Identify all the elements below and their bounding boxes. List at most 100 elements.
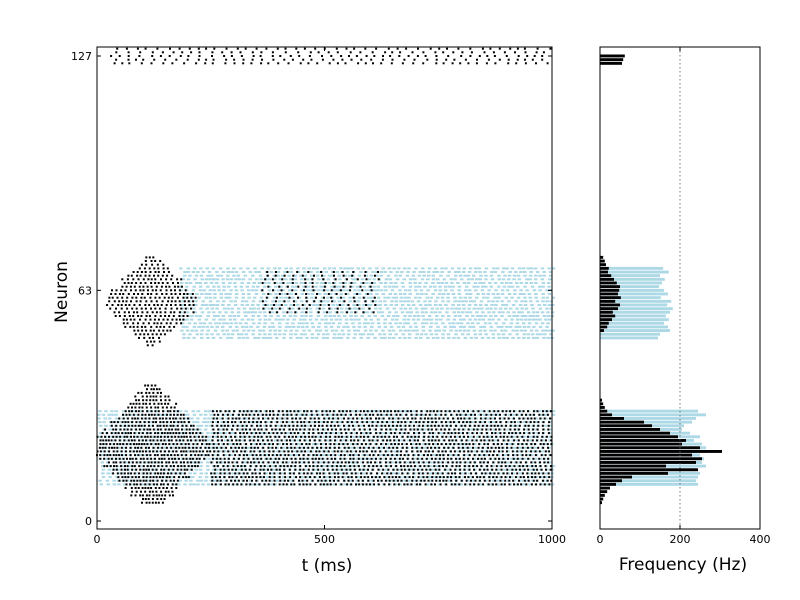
spike-mark-dark <box>164 58 167 61</box>
spike-mark-dark <box>550 479 553 482</box>
spike-mark-dark <box>403 461 406 464</box>
spike-mark-dark <box>324 282 327 284</box>
spike-mark-dark <box>230 479 233 482</box>
spike-mark-dark <box>150 62 153 65</box>
spike-mark-dark <box>396 479 399 482</box>
spike-mark-dark <box>136 325 139 328</box>
spike-mark-dark <box>464 472 467 475</box>
spike-mark-dark <box>113 443 116 446</box>
spike-mark-dark <box>156 322 159 325</box>
spike-mark-dark <box>139 274 142 277</box>
spike-mark-dark <box>444 468 447 471</box>
spike-mark-dark <box>438 468 441 471</box>
spike-mark-dark <box>188 446 191 449</box>
spike-mark-dark <box>249 483 252 486</box>
spike-mark-dark <box>135 428 138 431</box>
spike-mark-dark <box>357 457 360 460</box>
spike-mark-dark <box>179 318 181 321</box>
spike-mark-dark <box>181 428 183 431</box>
spike-mark-dark <box>369 483 371 486</box>
spike-mark-dark <box>521 472 524 475</box>
spike-mark-dark <box>112 468 115 471</box>
spike-mark-dark <box>138 439 141 442</box>
spike-mark-dark <box>127 51 130 54</box>
spike-mark-dark <box>115 435 118 438</box>
spike-mark-dark <box>104 446 107 449</box>
spike-mark-dark <box>141 494 144 497</box>
spike-mark-dark <box>390 472 393 475</box>
spike-mark-dark <box>507 62 510 65</box>
spike-mark-dark <box>170 293 173 295</box>
spike-mark-dark <box>124 421 127 424</box>
spike-mark-dark <box>143 428 146 431</box>
spike-mark-dark <box>464 58 467 61</box>
spike-mark-dark <box>289 55 292 57</box>
spike-mark-dark <box>407 55 410 57</box>
spike-mark-dark <box>156 435 159 438</box>
spike-mark-dark <box>314 47 317 50</box>
spike-mark-dark <box>166 413 168 416</box>
spike-mark-dark <box>116 443 119 446</box>
spike-mark-dark <box>244 476 247 479</box>
spike-mark-dark <box>426 58 429 61</box>
spike-mark-dark <box>183 465 186 468</box>
spike-mark-dark <box>133 483 136 486</box>
spike-mark-dark <box>161 282 164 284</box>
spike-mark-dark <box>317 51 320 54</box>
spike-mark-dark <box>369 285 372 288</box>
spike-mark-dark <box>371 476 373 479</box>
spike-mark-dark <box>219 483 222 486</box>
spike-mark-dark <box>252 55 255 57</box>
spike-mark-dark <box>493 55 496 57</box>
spike-mark-dark <box>387 47 390 50</box>
spike-mark-dark <box>471 476 474 479</box>
spike-mark-dark <box>546 479 549 482</box>
spike-mark-dark <box>352 271 355 273</box>
spike-mark-dark <box>175 487 178 489</box>
spike-mark-dark <box>174 293 177 295</box>
spike-mark-dark <box>131 421 134 424</box>
spike-mark-dark <box>251 51 254 54</box>
spike-mark-dark <box>155 450 158 453</box>
spike-mark-dark <box>252 457 255 460</box>
spike-mark-dark <box>148 494 151 497</box>
spike-mark-dark <box>265 47 268 50</box>
spike-mark-dark <box>145 391 148 394</box>
spike-mark-dark <box>326 468 329 471</box>
spike-mark-dark <box>164 490 167 493</box>
spike-mark-dark <box>156 439 159 442</box>
spike-mark-dark <box>170 472 173 475</box>
spike-mark-dark <box>144 271 147 273</box>
spike-mark-dark <box>145 476 148 479</box>
spike-mark-dark <box>161 432 163 435</box>
spike-mark-dark <box>225 58 228 61</box>
spike-mark-dark <box>133 472 136 475</box>
spike-mark-dark <box>175 439 178 442</box>
spike-mark-dark <box>480 465 483 468</box>
spike-mark-dark <box>286 311 289 314</box>
spike-mark-dark <box>298 55 301 57</box>
spike-mark-dark <box>137 399 140 402</box>
spike-mark-dark <box>451 465 454 468</box>
spike-mark-dark <box>454 468 457 471</box>
spike-mark-dark <box>534 476 537 479</box>
spike-mark-dark <box>378 476 381 479</box>
spike-mark-dark <box>527 468 530 471</box>
spike-mark-dark <box>183 461 185 464</box>
spike-mark-dark <box>253 468 256 471</box>
spike-mark-dark <box>126 457 128 460</box>
spike-mark-dark <box>147 487 150 489</box>
spike-mark-dark <box>349 457 352 460</box>
spike-mark-dark <box>145 402 148 405</box>
spike-mark-dark <box>185 435 188 438</box>
spike-mark-dark <box>144 47 147 50</box>
spike-mark-dark <box>151 333 154 336</box>
spike-mark-dark <box>474 479 477 482</box>
spike-mark-dark <box>442 479 445 482</box>
spike-mark-dark <box>115 468 118 471</box>
spike-mark-dark <box>476 465 479 468</box>
spike-mark-dark <box>178 432 181 435</box>
spike-mark-dark <box>149 428 152 431</box>
spike-mark-dark <box>242 58 245 61</box>
spike-mark-dark <box>136 271 139 273</box>
